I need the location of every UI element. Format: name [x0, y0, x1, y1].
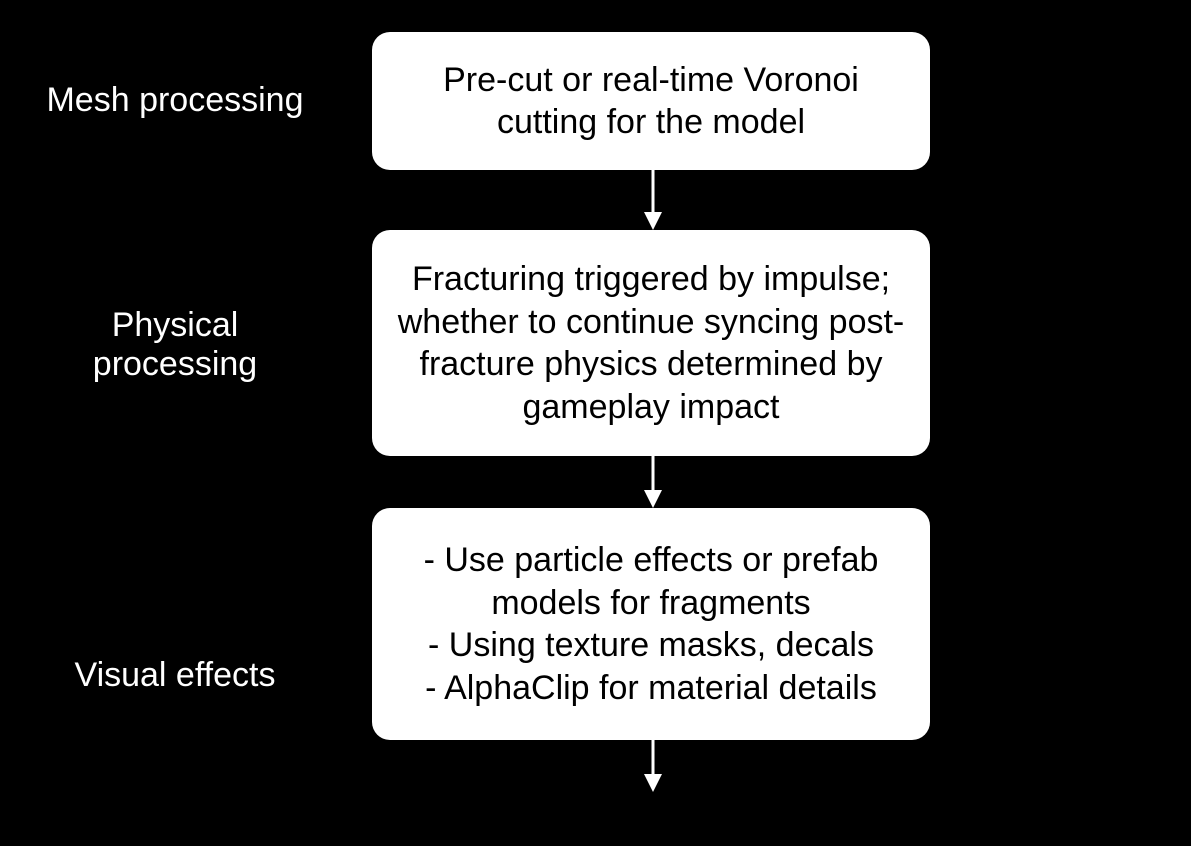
node-visuals-line-2: - Using texture masks, decals [390, 624, 912, 667]
label-physics: Physical processing [30, 320, 320, 370]
flowchart-container: Mesh processing Pre-cut or real-time Vor… [0, 0, 1191, 846]
label-mesh-text: Mesh processing [46, 81, 303, 120]
arrow-physics-to-visuals [638, 454, 668, 510]
node-physics-text: Fracturing triggered by impulse; whether… [390, 258, 912, 428]
node-physics: Fracturing triggered by impulse; whether… [372, 230, 930, 456]
label-visuals: Visual effects [40, 650, 310, 700]
node-visuals-line-1: - Use particle effects or prefab models … [390, 539, 912, 624]
label-physics-text: Physical processing [30, 306, 320, 384]
node-mesh: Pre-cut or real-time Voronoi cutting for… [372, 32, 930, 170]
node-visuals: - Use particle effects or prefab models … [372, 508, 930, 740]
label-visuals-text: Visual effects [75, 656, 276, 695]
node-visuals-line-3: - AlphaClip for material details [390, 667, 912, 710]
node-mesh-text: Pre-cut or real-time Voronoi cutting for… [390, 59, 912, 144]
arrow-mesh-to-physics [638, 168, 668, 232]
node-visuals-text: - Use particle effects or prefab models … [390, 539, 912, 709]
label-mesh: Mesh processing [40, 75, 310, 125]
arrow-visuals-to-end [638, 738, 668, 794]
